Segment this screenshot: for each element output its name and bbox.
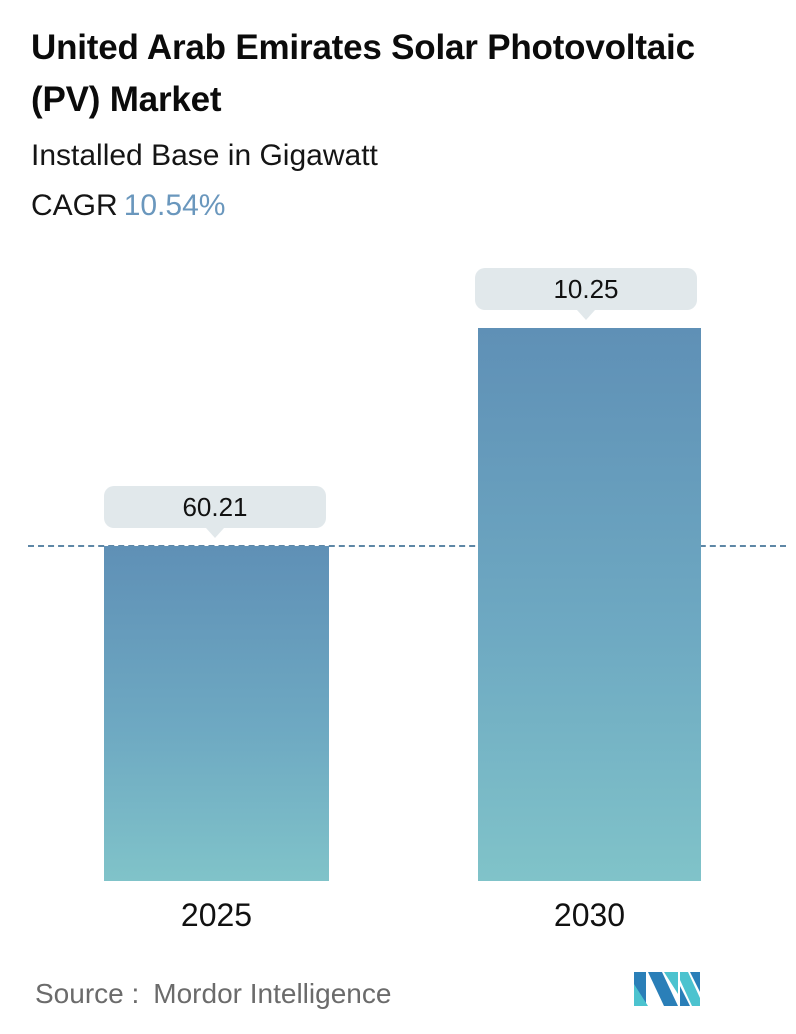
value-label-2030: 10.25 bbox=[475, 268, 697, 320]
cagr-label: CAGR bbox=[31, 189, 118, 222]
bar-2025 bbox=[104, 546, 329, 881]
source-name: Mordor Intelligence bbox=[153, 978, 392, 1009]
bar-2030 bbox=[478, 328, 701, 881]
reference-dashed-line bbox=[28, 545, 786, 547]
source-label: Source : bbox=[35, 978, 140, 1009]
x-label-2030: 2030 bbox=[553, 897, 626, 933]
chart-title: United Arab Emirates Solar Photovoltaic … bbox=[31, 28, 695, 119]
cagr-value: 10.54% bbox=[123, 189, 226, 222]
mordor-logo-icon bbox=[634, 972, 700, 1006]
x-label-2025: 2025 bbox=[180, 897, 253, 933]
cagr-line: CAGR 10.54% bbox=[31, 186, 225, 226]
source-line: Source : Mordor Intelligence bbox=[35, 974, 391, 1014]
chart-subtitle: Installed Base in Gigawatt bbox=[31, 139, 378, 172]
value-label-2025: 60.21 bbox=[104, 486, 326, 538]
